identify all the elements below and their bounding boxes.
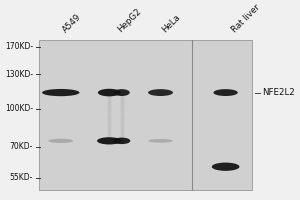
Ellipse shape	[48, 139, 73, 143]
Text: 55KD-: 55KD-	[10, 173, 33, 182]
Text: A549: A549	[61, 12, 83, 34]
Text: HepG2: HepG2	[116, 7, 143, 34]
FancyBboxPatch shape	[39, 40, 252, 190]
Ellipse shape	[113, 138, 130, 144]
Text: 170KD-: 170KD-	[5, 42, 33, 51]
Text: NFE2L2: NFE2L2	[262, 88, 294, 97]
Ellipse shape	[98, 89, 121, 96]
Text: 70KD-: 70KD-	[10, 142, 33, 151]
Ellipse shape	[148, 89, 173, 96]
Ellipse shape	[97, 137, 122, 144]
Ellipse shape	[148, 139, 173, 143]
Text: HeLa: HeLa	[160, 12, 182, 34]
Ellipse shape	[213, 89, 238, 96]
Ellipse shape	[42, 89, 80, 96]
Ellipse shape	[212, 163, 239, 171]
Text: Rat liver: Rat liver	[230, 2, 262, 34]
Text: 130KD-: 130KD-	[5, 70, 33, 79]
Ellipse shape	[114, 89, 130, 96]
Text: 100KD-: 100KD-	[5, 104, 33, 113]
